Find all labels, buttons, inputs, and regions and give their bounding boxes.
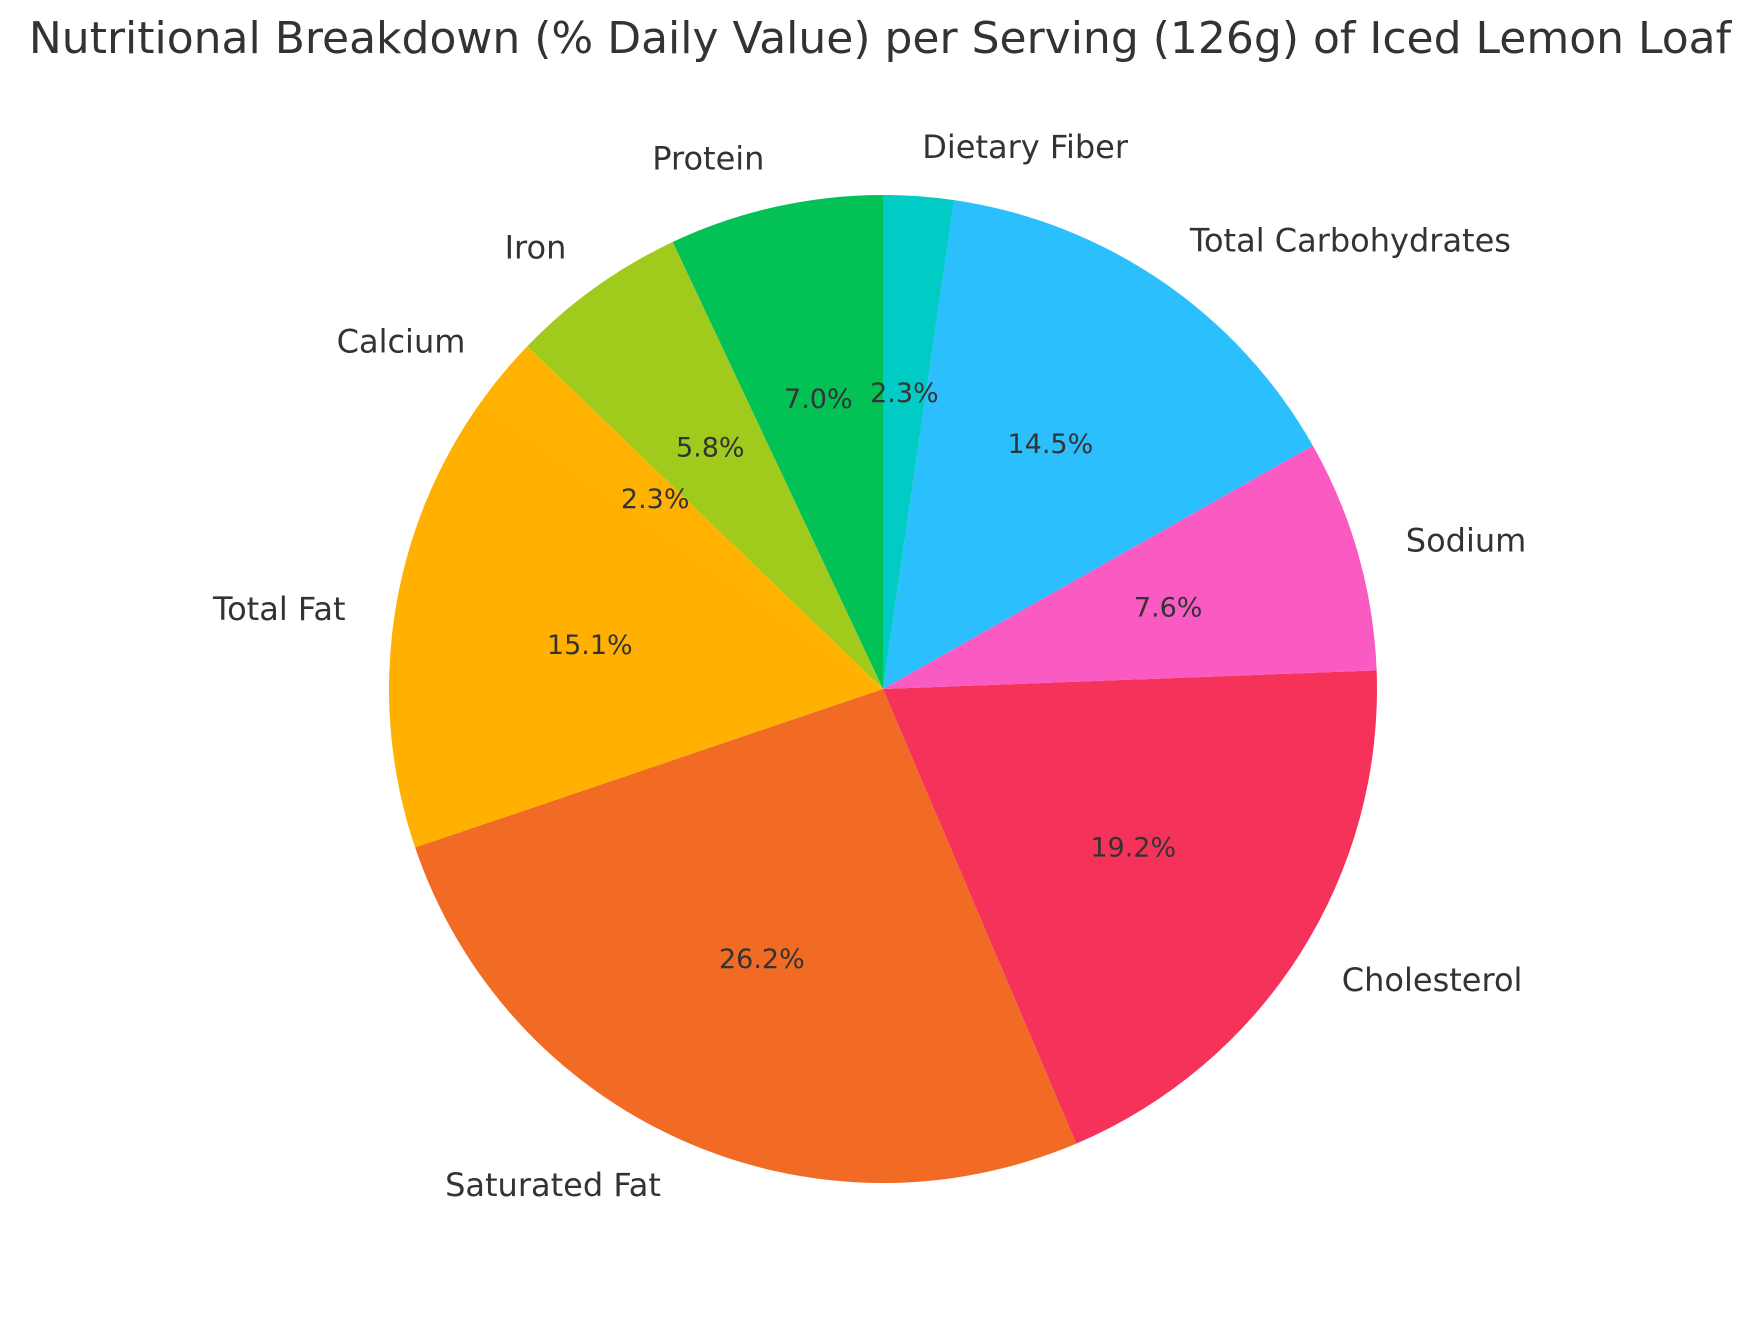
pie-slice-total-carbohydrates: [883, 200, 1313, 689]
slice-label-total-carbohydrates: Total Carbohydrates: [1189, 222, 1511, 260]
slice-percent-total-carbohydrates: 14.5%: [1007, 429, 1093, 460]
pie-slice-saturated-fat: [415, 689, 1077, 1183]
slice-label-total-fat: Total Fat: [212, 590, 346, 628]
pie-slice-calcium: [481, 346, 883, 689]
pie-slice-total-fat: [388, 401, 883, 848]
slice-percent-cholesterol: 19.2%: [1090, 832, 1176, 863]
pie-slice-iron: [527, 242, 883, 689]
slice-percent-calcium: 2.3%: [621, 484, 690, 515]
slice-label-saturated-fat: Saturated Fat: [445, 1166, 661, 1204]
slice-percent-iron: 5.8%: [676, 433, 745, 464]
slice-label-cholesterol: Cholesterol: [1342, 961, 1523, 999]
pie-slice-sodium: [883, 445, 1377, 689]
slice-label-calcium: Calcium: [337, 322, 466, 360]
pie-slice-cholesterol: [883, 670, 1378, 1144]
pie-labels: Protein 7.0% Iron 5.8% Calcium 2.3% Total Fat 1…: [212, 128, 1526, 1204]
slice-label-dietary-fiber: Dietary Fiber: [922, 128, 1129, 166]
pie-slice-dietary-fiber: [883, 195, 955, 689]
slice-percent-dietary-fiber: 2.3%: [870, 378, 939, 409]
slice-percent-saturated-fat: 26.2%: [719, 944, 805, 975]
slice-percent-sodium: 7.6%: [1134, 593, 1203, 624]
slice-label-iron: Iron: [505, 228, 567, 266]
slice-percent-protein: 7.0%: [784, 384, 853, 415]
chart-title: Nutritional Breakdown (% Daily Value) pe…: [29, 13, 1733, 64]
pie-slice-protein: [672, 195, 883, 689]
pie-slices: [388, 195, 1378, 1183]
slice-percent-total-fat: 15.1%: [547, 630, 633, 661]
slice-label-protein: Protein: [652, 140, 764, 178]
slice-label-sodium: Sodium: [1406, 522, 1527, 560]
